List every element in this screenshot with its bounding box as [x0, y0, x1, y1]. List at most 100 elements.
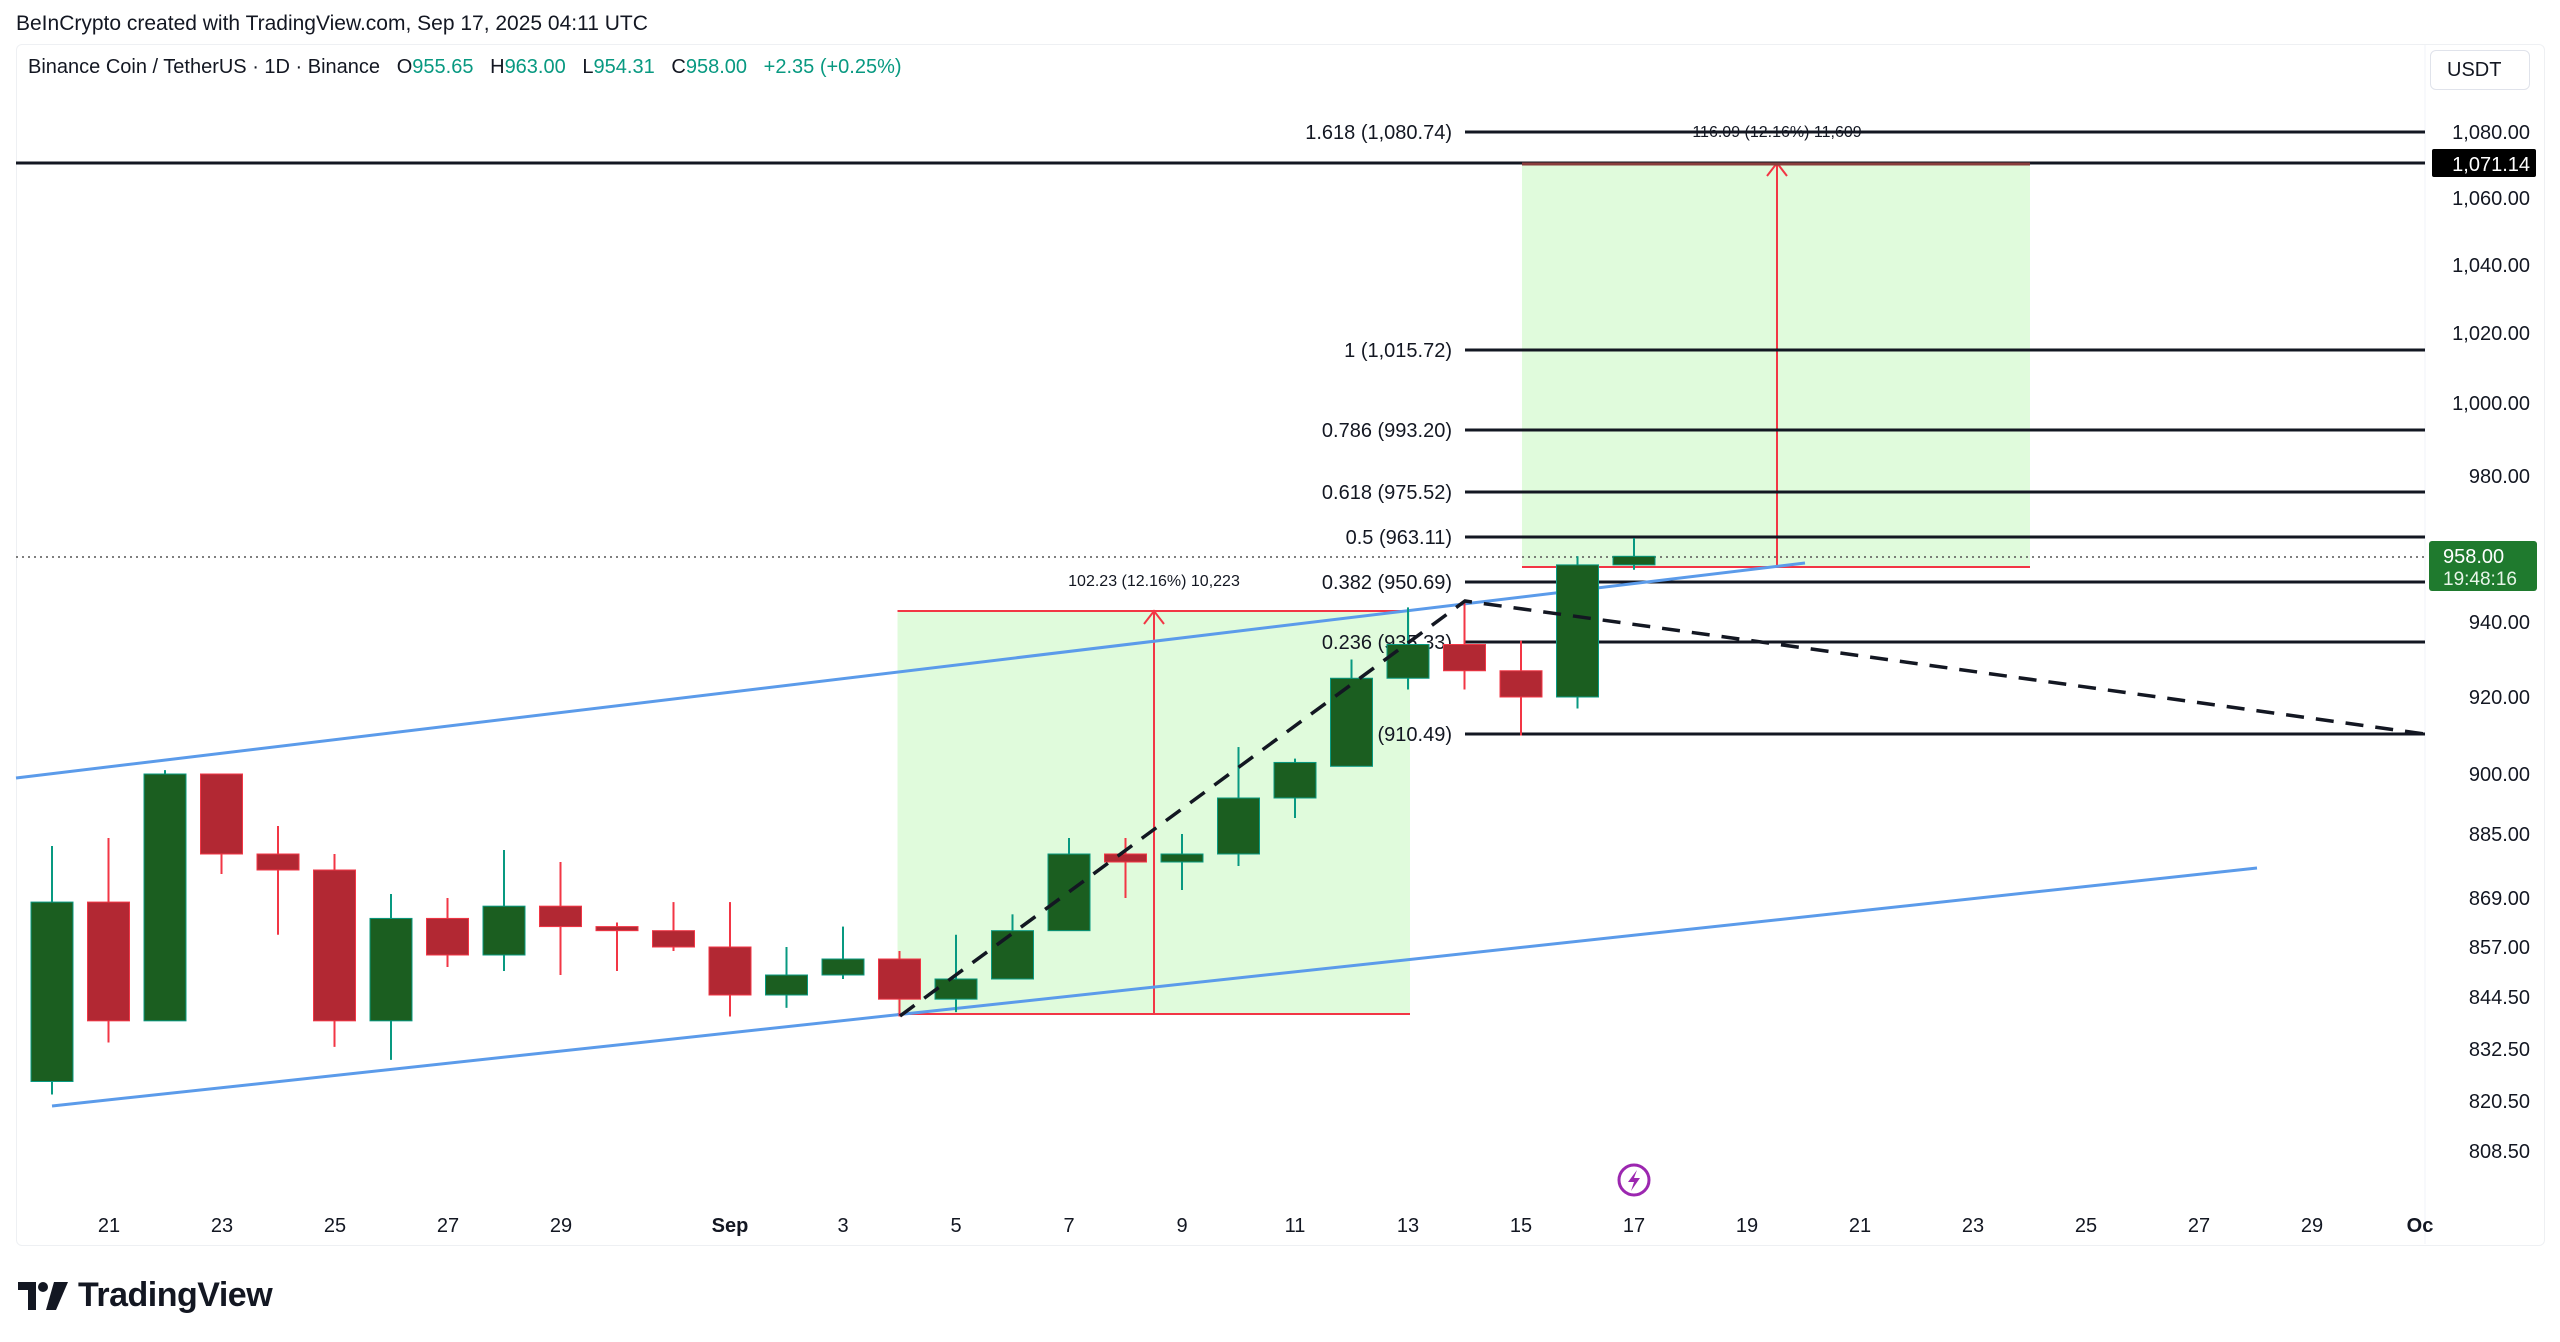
candle[interactable]	[1273, 758, 1317, 818]
time-tick: 29	[550, 1215, 572, 1237]
time-tick: 15	[1510, 1215, 1532, 1237]
candle[interactable]	[143, 770, 187, 1022]
candle[interactable]	[200, 773, 243, 874]
price-tick: 869.00	[2469, 888, 2530, 910]
candle[interactable]	[1047, 838, 1091, 932]
time-tick: 25	[324, 1215, 346, 1237]
fib-level-label: 0.618 (975.52)	[1322, 482, 1452, 504]
fib-level-label: 1 (1,015.72)	[1344, 340, 1452, 362]
candle[interactable]	[1386, 607, 1430, 690]
candles	[30, 538, 1656, 1095]
candle[interactable]	[1499, 640, 1543, 736]
countdown-label: 19:48:16	[2443, 569, 2517, 590]
price-tick: 1,080.00	[2452, 122, 2530, 144]
candle[interactable]	[539, 862, 582, 975]
measure-zone-1[interactable]: 102.23 (12.16%) 10,223	[897, 573, 1411, 1015]
channel-lower-line[interactable]	[51, 866, 2258, 1108]
price-tick: 1,040.00	[2452, 255, 2530, 277]
candle[interactable]	[426, 898, 469, 967]
lightning-event-icon[interactable]	[1617, 1163, 1651, 1197]
low-value: 954.31	[593, 56, 655, 78]
candle[interactable]	[256, 826, 300, 935]
time-tick: 25	[2075, 1215, 2097, 1237]
candle[interactable]	[1160, 834, 1204, 890]
candle[interactable]	[595, 922, 639, 972]
currency-label: USDT	[2447, 58, 2502, 81]
high-value: 963.00	[504, 56, 566, 78]
candle[interactable]	[765, 947, 808, 1008]
time-tick: 29	[2301, 1215, 2323, 1237]
price-tick: 844.50	[2469, 987, 2530, 1009]
candle[interactable]	[1443, 600, 1486, 690]
price-tick: 808.50	[2469, 1141, 2530, 1163]
price-tick: 832.50	[2469, 1039, 2530, 1061]
candle[interactable]	[821, 926, 865, 979]
price-tick: 1,020.00	[2452, 323, 2530, 345]
candle[interactable]	[87, 838, 130, 1043]
price-tick: 1,000.00	[2452, 393, 2530, 415]
target-price-marker	[2432, 149, 2536, 177]
candle[interactable]	[878, 951, 921, 1017]
current-price-marker	[2429, 541, 2537, 591]
price-tick: 1,060.00	[2452, 188, 2530, 210]
price-tick: 857.00	[2469, 937, 2530, 959]
tradingview-logo-text: TradingView	[78, 1276, 273, 1314]
measure-label-1: 102.23 (12.16%) 10,223	[1068, 573, 1240, 590]
high-label: H	[490, 56, 505, 78]
candle[interactable]	[1330, 659, 1373, 767]
time-tick: 17	[1623, 1215, 1645, 1237]
candle[interactable]	[991, 914, 1034, 980]
close-label: C	[671, 56, 686, 78]
low-label: L	[582, 56, 594, 78]
tradingview-logo: TradingView	[18, 1276, 273, 1315]
time-tick: 27	[437, 1215, 459, 1237]
candle[interactable]	[652, 902, 695, 951]
fib-level-label: 1.618 (1,080.74)	[1305, 122, 1452, 144]
currency-button[interactable]: USDT	[2430, 50, 2530, 90]
candle[interactable]	[1104, 838, 1147, 898]
price-tick: 900.00	[2469, 764, 2530, 786]
time-tick: 11	[1285, 1215, 1306, 1237]
close-value: 958.00	[685, 56, 747, 78]
candle[interactable]	[369, 894, 413, 1060]
time-axis[interactable]: 21 23 25 27 29 Sep 3 5 7 9 11 13 15 17 19 21 23 25 27 29 Oc	[98, 1215, 2433, 1237]
fib-level-label: 0 (910.49)	[1361, 724, 1452, 746]
change-value: +2.35 (+0.25%)	[763, 56, 902, 78]
price-tick: 940.00	[2469, 612, 2530, 634]
time-tick: 21	[98, 1215, 120, 1237]
time-tick: Sep	[712, 1215, 749, 1237]
time-tick: Oc	[2407, 1215, 2434, 1237]
channel-upper-line[interactable]	[15, 561, 1806, 780]
fib-level-label: 0.382 (950.69)	[1322, 572, 1452, 594]
price-tick: 920.00	[2469, 687, 2530, 709]
time-tick: 21	[1849, 1215, 1871, 1237]
fib-extension[interactable]: 1.618 (1,080.74) 1 (1,015.72) 0.786 (993.2…	[1305, 122, 2425, 746]
fib-level-label: 0.786 (993.20)	[1322, 420, 1452, 442]
candle[interactable]	[313, 854, 356, 1047]
time-tick: 19	[1736, 1215, 1758, 1237]
price-axis[interactable]: 1,080.00 1,060.00 1,040.00 1,020.00 1,000.00…	[2429, 122, 2537, 1163]
candle[interactable]	[482, 850, 526, 971]
time-tick: 27	[2188, 1215, 2210, 1237]
time-tick: 7	[1063, 1215, 1074, 1237]
price-tick: 885.00	[2469, 824, 2530, 846]
symbol-title[interactable]: Binance Coin / TetherUS · 1D · Binance	[28, 56, 381, 78]
time-tick: 23	[1962, 1215, 1984, 1237]
dashed-projection-line[interactable]	[898, 599, 2426, 1018]
time-tick: 23	[211, 1215, 233, 1237]
chart-caption: BeInCrypto created with TradingView.com,…	[16, 12, 648, 35]
candle[interactable]	[30, 846, 74, 1095]
target-price-label: 1,071.14	[2452, 154, 2530, 176]
time-tick: 3	[837, 1215, 848, 1237]
candle[interactable]	[708, 902, 752, 1017]
candle[interactable]	[1556, 556, 1599, 709]
time-tick: 13	[1397, 1215, 1419, 1237]
candle[interactable]	[1612, 538, 1656, 570]
price-tick: 980.00	[2469, 466, 2530, 488]
symbol-legend: Binance Coin / TetherUS · 1D · Binance O…	[28, 56, 902, 79]
candle[interactable]	[1217, 747, 1260, 866]
tradingview-logo-icon	[18, 1281, 68, 1310]
measure-zone-2[interactable]	[1522, 161, 2030, 568]
time-tick: 9	[1176, 1215, 1187, 1237]
